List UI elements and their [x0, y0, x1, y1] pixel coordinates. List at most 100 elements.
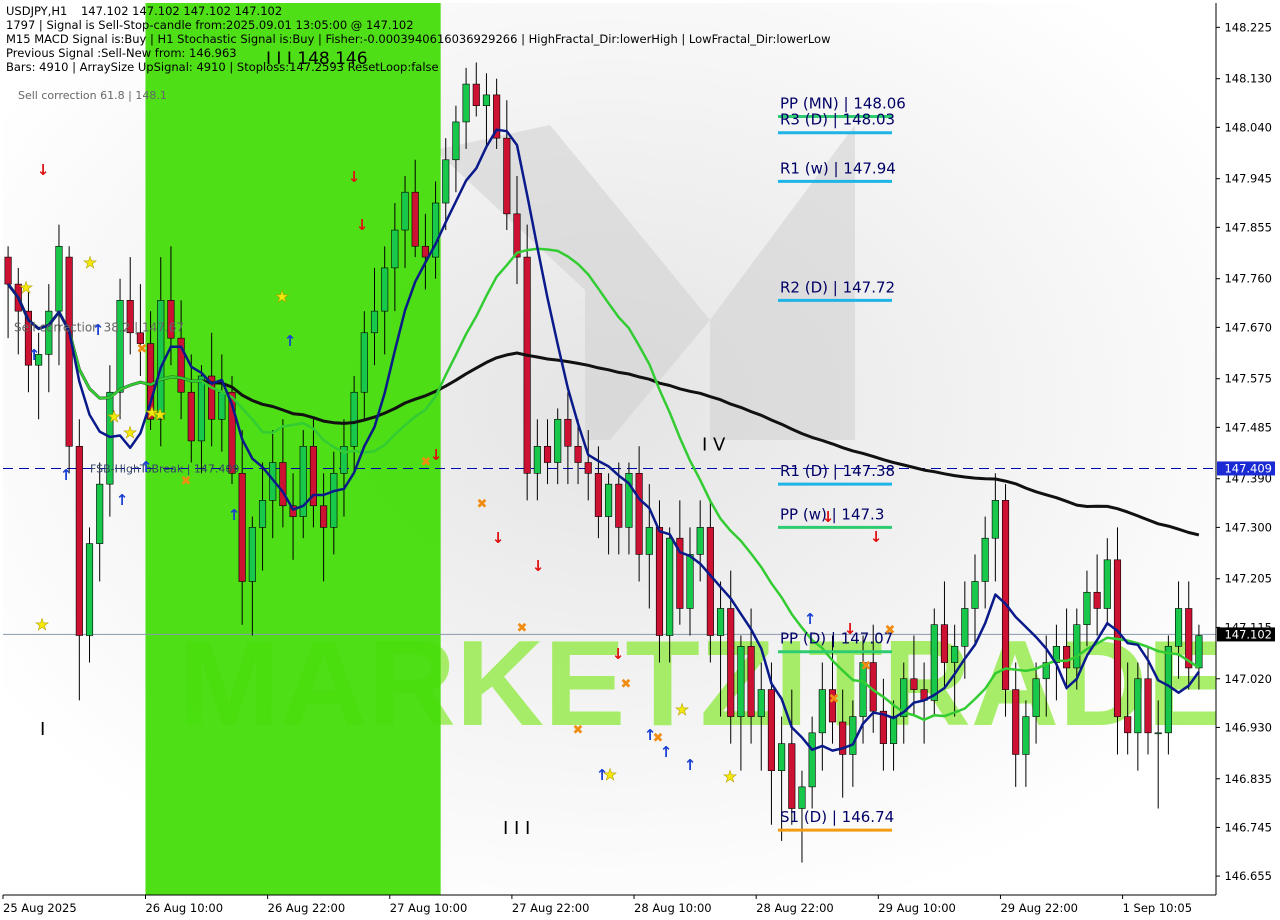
signal-line: 1797 | Signal is Sell-Stop-candle from:2… [6, 18, 414, 32]
cross-icon: ✖ [861, 659, 872, 674]
bullish-candle [1134, 678, 1142, 734]
down-arrow-icon: ↓ [492, 529, 505, 547]
bearish-candle [910, 678, 918, 690]
bearish-candle [126, 300, 134, 334]
ma-fast-line [7, 128, 1200, 752]
down-arrow-icon: ↓ [430, 446, 443, 464]
pivot-level-label: R1 (D) | 147.38 [780, 462, 895, 480]
bearish-candle [828, 689, 837, 723]
bullish-candle [818, 689, 826, 734]
star-icon: ★ [675, 700, 689, 719]
bearish-candle [238, 473, 246, 582]
bearish-candle [523, 256, 531, 474]
bullish-candle [696, 527, 704, 555]
pivot-level-label: S1 (D) | 146.74 [780, 808, 894, 826]
pivot-level-label: R2 (D) | 147.72 [780, 278, 895, 296]
bullish-candle [340, 445, 348, 474]
chart-annotation: FSB-HighToBreak | 147.409 [90, 462, 239, 475]
chart-annotation: I V [702, 434, 726, 455]
x-tick-label: 1 Sep 10:05 [1123, 901, 1192, 915]
y-tick-label: 147.855 [1224, 220, 1272, 234]
bullish-candle [1083, 591, 1091, 625]
x-tick-label: 27 Aug 10:00 [390, 901, 468, 915]
bearish-candle [136, 332, 144, 344]
dashed-level-tag-bg [1217, 461, 1275, 476]
bearish-candle [655, 527, 664, 636]
x-tick-label: 25 Aug 2025 [3, 901, 77, 915]
y-tick-label: 147.300 [1224, 520, 1272, 534]
star-icon: ★ [145, 403, 159, 422]
bullish-candle [890, 716, 898, 744]
star-icon: ★ [83, 253, 97, 272]
cross-icon: ✖ [653, 731, 664, 746]
bearish-candle [208, 375, 216, 420]
symbol-label: USDJPY,H1 [6, 4, 68, 18]
bullish-candle [1042, 662, 1050, 680]
cross-icon: ✖ [885, 623, 896, 638]
up-arrow-icon: ↑ [92, 321, 105, 339]
bullish-candle [1022, 716, 1030, 755]
bearish-candle [279, 462, 287, 507]
y-tick-label: 147.670 [1224, 320, 1272, 334]
x-tick-label: 28 Aug 22:00 [756, 901, 834, 915]
bullish-candle [391, 229, 399, 269]
y-tick-label: 147.945 [1224, 172, 1272, 186]
y-tick-label: 148.040 [1224, 120, 1272, 134]
bullish-candle [737, 646, 745, 717]
bullish-candle [197, 375, 206, 442]
bearish-candle [187, 391, 195, 442]
x-tick-label: 26 Aug 22:00 [268, 901, 346, 915]
bearish-candle [513, 213, 521, 258]
ma-slow-line [6, 283, 1200, 537]
y-tick-label: 146.655 [1224, 869, 1272, 883]
chart-annotation: I [40, 719, 45, 740]
bearish-candle [706, 527, 714, 636]
bullish-candle [1174, 608, 1183, 647]
bearish-candle [940, 624, 949, 663]
current-price-tag-bg [1217, 627, 1275, 642]
x-tick-label: 29 Aug 22:00 [1000, 901, 1078, 915]
cross-icon: ✖ [181, 474, 192, 489]
signal-zone [145, 3, 441, 895]
bullish-candle [971, 581, 979, 609]
cross-icon: ✖ [477, 497, 488, 512]
bullish-candle [757, 689, 765, 717]
bearish-candle [320, 505, 328, 528]
bullish-candle [1032, 678, 1040, 717]
bearish-candle [564, 418, 572, 447]
watermark-logo [435, 125, 855, 440]
bullish-candle [45, 310, 53, 355]
bullish-candle [35, 354, 43, 366]
bullish-candle [849, 716, 857, 755]
star-icon: ★ [275, 287, 289, 306]
bullish-candle [248, 527, 256, 582]
bullish-candle [1195, 635, 1203, 669]
bullish-candle [381, 267, 389, 312]
cross-icon: ✖ [517, 621, 528, 636]
current-price-tag: 147.102 [1224, 627, 1272, 641]
bullish-candle [432, 202, 440, 258]
down-arrow-icon: ↓ [844, 620, 857, 638]
y-tick-label: 147.575 [1224, 372, 1272, 386]
star-icon: ★ [35, 615, 49, 634]
bullish-candle [442, 159, 450, 204]
bullish-candle [778, 743, 786, 771]
down-arrow-icon: ↓ [822, 508, 835, 526]
bearish-candle [1144, 678, 1152, 734]
bullish-candle [686, 554, 694, 609]
up-arrow-icon: ↑ [60, 466, 73, 484]
bullish-candle [370, 310, 379, 334]
x-tick-label: 29 Aug 10:00 [878, 901, 956, 915]
bullish-candle [330, 473, 338, 528]
bullish-candle [55, 245, 63, 312]
y-tick-label: 146.745 [1224, 820, 1272, 834]
x-tick-label: 28 Aug 10:00 [634, 901, 712, 915]
bearish-candle [289, 505, 297, 517]
chart-annotation: Sell correction 61.8 | 148.1 [18, 89, 167, 102]
up-arrow-icon: ↑ [684, 756, 697, 774]
bearish-candle [727, 608, 735, 717]
bearish-candle [676, 537, 684, 609]
bearish-candle [1185, 608, 1193, 669]
